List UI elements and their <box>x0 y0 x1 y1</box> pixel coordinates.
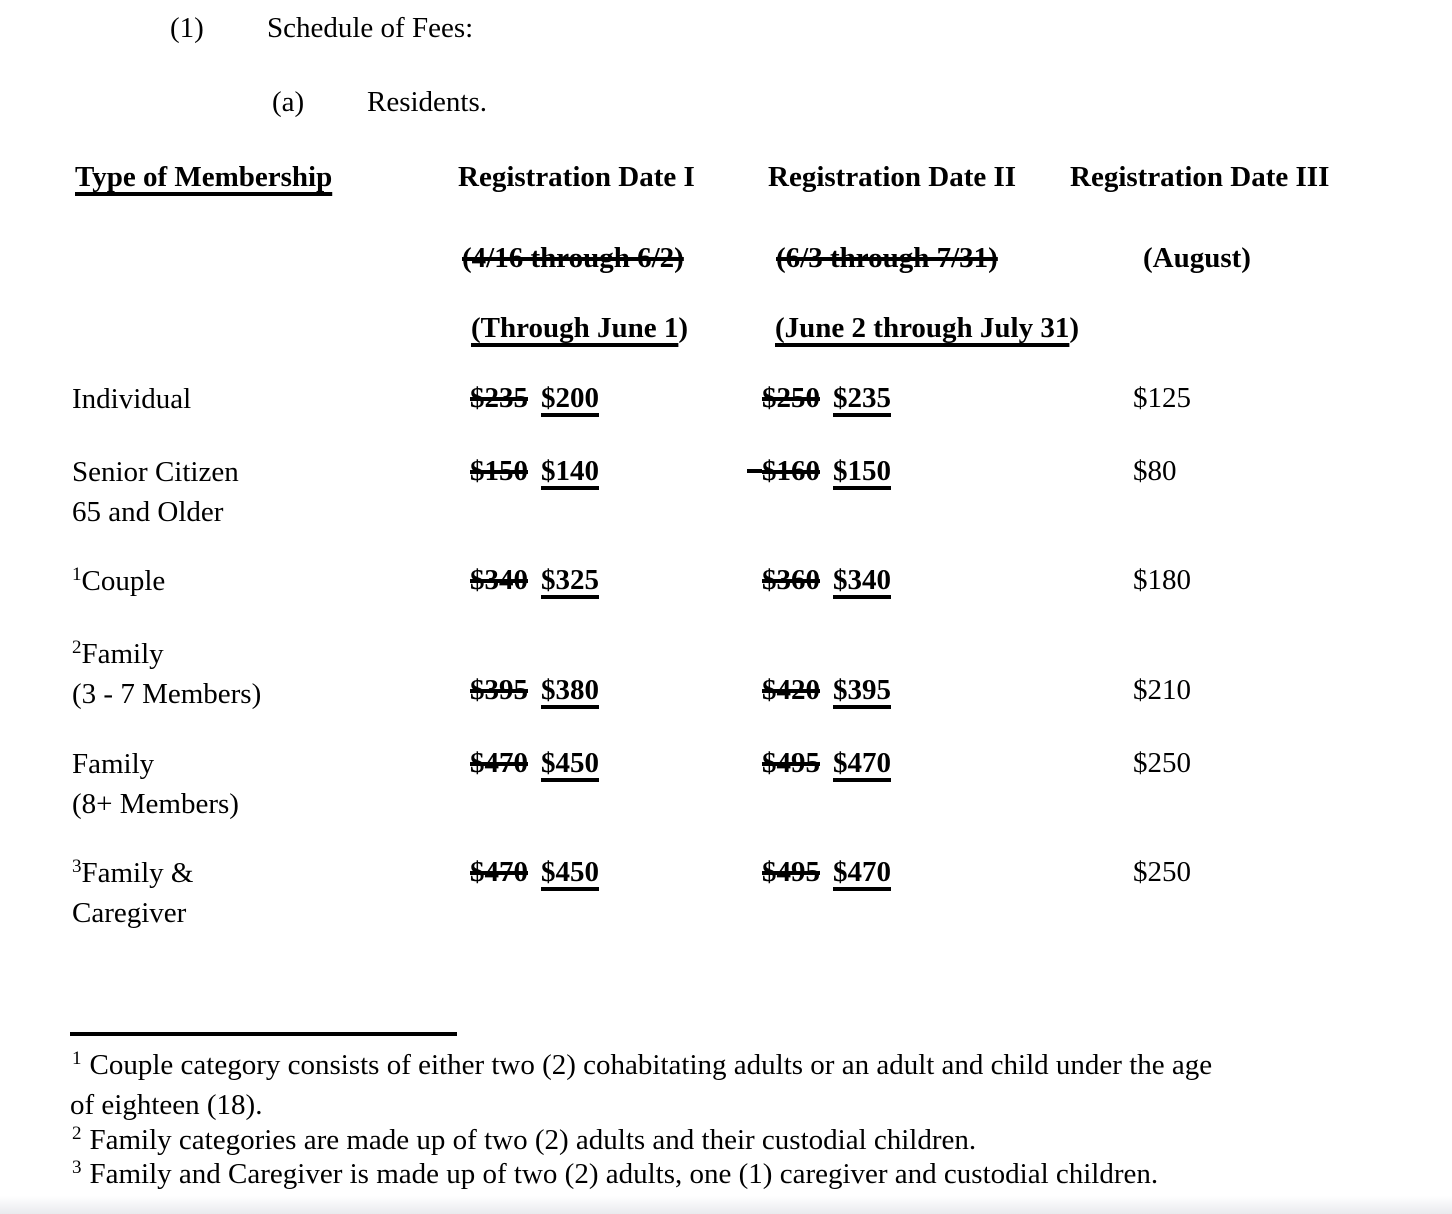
footnote-marker: 3 <box>72 856 82 877</box>
new-price: $470 <box>833 747 891 779</box>
column-header-membership: Type of Membership <box>75 161 333 193</box>
old-date-range-reg2: (6/3 through 7/31) <box>776 242 998 274</box>
old-price: $470 <box>470 747 528 779</box>
new-price: $150 <box>833 455 891 487</box>
date-range-reg3: (August) <box>1143 242 1251 274</box>
new-price: $340 <box>833 564 891 596</box>
old-price: $235 <box>470 382 528 414</box>
new-date-range-reg2-paren: ) <box>1069 312 1080 344</box>
new-date-range-reg1-text: (Through June 1 <box>471 312 679 344</box>
row-couple-reg3-price: $180 <box>1133 564 1191 596</box>
old-price: $395 <box>470 674 528 706</box>
footnote-3: 3 Family and Caregiver is made up of two … <box>72 1157 1159 1190</box>
subsection-letter: (a) <box>272 86 305 118</box>
new-price: $450 <box>541 747 599 779</box>
new-price: $140 <box>541 455 599 487</box>
old-price: $495 <box>762 747 820 779</box>
footnote-marker: 1 <box>72 564 82 585</box>
section-title: Schedule of Fees: <box>267 12 474 44</box>
old-price: $160 <box>762 455 820 487</box>
footnote-1-line-2: of eighteen (18). <box>70 1089 263 1121</box>
label-line-1: 3Family & <box>72 856 194 889</box>
old-price: $250 <box>762 382 820 414</box>
new-price: $380 <box>541 674 599 706</box>
row-individual-reg3-price: $125 <box>1133 382 1191 414</box>
section-number: (1) <box>170 12 204 44</box>
row-senior-label: Senior Citizen 65 and Older <box>72 454 239 531</box>
label-line-1: 1Couple <box>72 564 166 597</box>
new-price: $395 <box>833 674 891 706</box>
new-date-range-reg1: (Through June 1) <box>471 311 688 345</box>
footnote-marker: 2 <box>72 637 82 658</box>
column-header-reg1: Registration Date I <box>458 161 695 193</box>
new-price: $325 <box>541 564 599 596</box>
old-price: $150 <box>470 455 528 487</box>
row-family8-reg2-price: $495 $470 <box>762 746 891 780</box>
row-couple-reg1-price: $340 $325 <box>470 563 599 597</box>
row-caregiver-reg2-price: $495 $470 <box>762 855 891 889</box>
new-price: $470 <box>833 856 891 888</box>
old-date-range-reg1: (4/16 through 6/2) <box>462 242 684 274</box>
label-line-1: 2Family <box>72 637 164 670</box>
new-price: $200 <box>541 382 599 414</box>
new-date-range-reg2-text: (June 2 through July 31 <box>775 312 1070 344</box>
row-individual-reg2-price: $250 $235 <box>762 381 891 415</box>
label-line-1: Family <box>72 748 155 780</box>
new-date-range-reg2: (June 2 through July 31) <box>775 311 1079 345</box>
row-caregiver-reg1-price: $470 $450 <box>470 855 599 889</box>
old-price: $470 <box>470 856 528 888</box>
old-price: $360 <box>762 564 820 596</box>
new-price: $450 <box>541 856 599 888</box>
row-senior-reg3-price: $80 <box>1133 455 1177 487</box>
row-individual-label: Individual <box>72 381 191 421</box>
row-individual-reg1-price: $235 $200 <box>470 381 599 415</box>
row-couple-reg2-price: $360 $340 <box>762 563 891 597</box>
footnote-marker: 2 <box>72 1123 82 1144</box>
row-caregiver-reg3-price: $250 <box>1133 856 1191 888</box>
row-family8-label: Family (8+ Members) <box>72 746 239 823</box>
label-line-2: Caregiver <box>72 897 187 929</box>
column-header-reg2: Registration Date II <box>768 161 1017 193</box>
row-family37-reg1-price: $395 $380 <box>470 673 599 707</box>
row-family8-reg3-price: $250 <box>1133 747 1191 779</box>
row-senior-reg1-price: $150 $140 <box>470 454 599 488</box>
subsection-title: Residents. <box>367 86 488 118</box>
footnote-1-line-1: 1 Couple category consists of either two … <box>72 1048 1213 1081</box>
new-price: $235 <box>833 382 891 414</box>
footnote-marker: 3 <box>72 1157 82 1178</box>
label-line-2: (8+ Members) <box>72 788 239 820</box>
old-price: $495 <box>762 856 820 888</box>
row-family8-reg1-price: $470 $450 <box>470 746 599 780</box>
footnote-2: 2 Family categories are made up of two (2… <box>72 1123 977 1156</box>
row-family37-label: 2Family (3 - 7 Members) <box>72 636 261 713</box>
new-date-range-reg1-paren: ) <box>678 312 689 344</box>
row-caregiver-label: 3Family & Caregiver <box>72 855 193 932</box>
old-price: $340 <box>470 564 528 596</box>
label-line-2: (3 - 7 Members) <box>72 678 262 710</box>
label-line-2: 65 and Older <box>72 496 224 528</box>
old-price: $420 <box>762 674 820 706</box>
label-line-1: Individual <box>72 383 192 415</box>
label-line-1: Senior Citizen <box>72 456 239 488</box>
row-senior-reg2-price: $160 $150 <box>762 454 891 488</box>
page-bottom-fade <box>0 1196 1452 1214</box>
footnote-marker: 1 <box>72 1048 82 1069</box>
row-family37-reg2-price: $420 $395 <box>762 673 891 707</box>
footnote-separator <box>70 1032 457 1036</box>
row-family37-reg3-price: $210 <box>1133 674 1191 706</box>
column-header-reg3: Registration Date III <box>1070 161 1330 193</box>
row-couple-label: 1Couple <box>72 563 165 603</box>
